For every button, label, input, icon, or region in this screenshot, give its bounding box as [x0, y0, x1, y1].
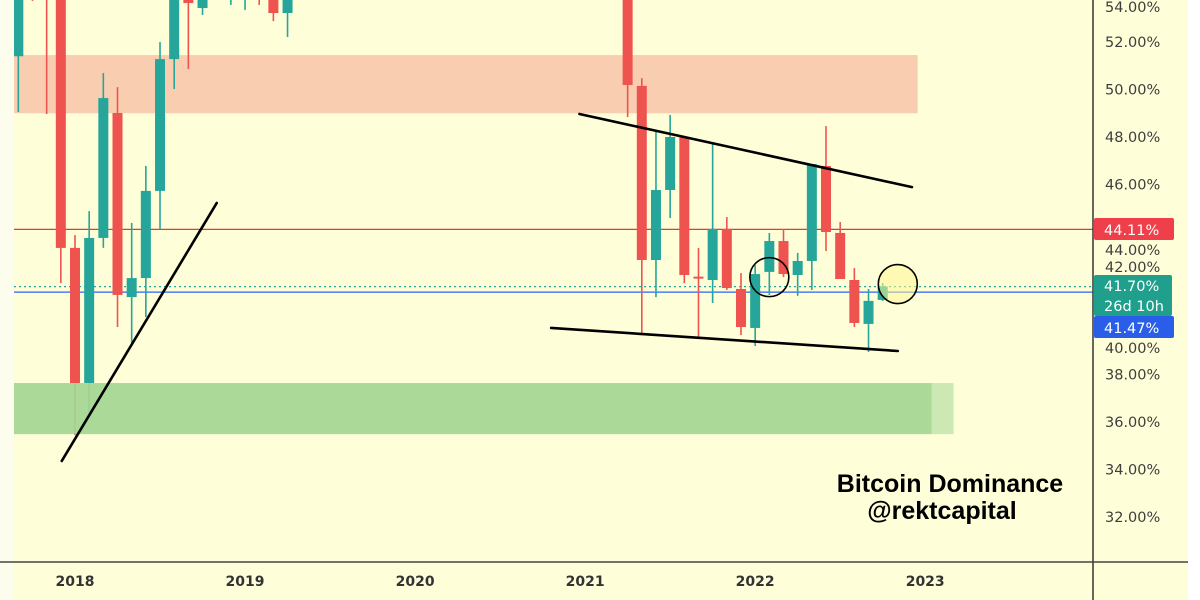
lower-wedge-trendline	[549, 326, 900, 353]
candle-down	[778, 241, 789, 275]
candle-down	[679, 137, 690, 275]
candle-down	[636, 85, 647, 261]
candles-layer	[14, 0, 888, 436]
candle-down	[183, 0, 194, 4]
candle-up	[650, 189, 661, 261]
candle-up	[282, 0, 293, 14]
candle-up	[665, 137, 676, 190]
support-ext-zone	[931, 383, 954, 435]
candle-up	[98, 98, 109, 238]
zones-layer	[14, 55, 918, 114]
support-zone-layer	[14, 383, 954, 435]
x-tick-label: 2019	[226, 574, 265, 590]
candle-down	[70, 247, 80, 384]
x-tick-label: 2020	[396, 574, 435, 590]
highlight-circle	[877, 263, 919, 305]
candle-down	[835, 232, 846, 280]
y-tick-label: 54.00%	[1105, 0, 1160, 16]
y-tick-label: 50.00%	[1105, 83, 1160, 99]
x-axis[interactable]: 2018 2019 2020 2021 2022 2023	[56, 574, 945, 590]
candle-up	[169, 0, 180, 60]
chart-subtitle: @rektcapital	[867, 497, 1016, 525]
candle-up	[764, 241, 775, 272]
candle-up	[750, 274, 761, 328]
candle-down	[112, 113, 123, 295]
candle-up	[197, 0, 208, 9]
red-line-badge: 44.11%	[1094, 218, 1174, 240]
y-tick-label: 52.00%	[1105, 35, 1160, 51]
y-tick-label: 44.00%	[1105, 243, 1160, 259]
candle-down	[268, 0, 279, 14]
y-tick-label: 40.00%	[1105, 341, 1160, 357]
y-tick-label: 38.00%	[1105, 368, 1160, 384]
x-tick-label: 2022	[736, 574, 775, 590]
candle-down	[55, 0, 66, 248]
candle-down	[849, 279, 860, 323]
candle-countdown: 26d 10h	[1104, 299, 1164, 315]
support-zone	[14, 383, 932, 435]
candle-up	[155, 59, 166, 191]
x-tick-label: 2018	[56, 574, 95, 590]
y-tick-label: 42.00%	[1105, 260, 1160, 276]
blue-line-badge: 41.47%	[1094, 316, 1174, 338]
candle-down	[693, 276, 704, 279]
upper-wedge-trendline	[578, 112, 914, 189]
drawings-layer	[60, 112, 919, 463]
current-price-label: 41.70%	[1104, 279, 1159, 295]
y-tick-label: 46.00%	[1105, 178, 1160, 194]
rising-support-trendline	[60, 201, 218, 463]
current-price-badge: 41.70% 26d 10h	[1094, 275, 1172, 316]
candle-up	[707, 228, 718, 280]
price-badges: 44.11% 41.70% 26d 10h 41.47%	[1094, 218, 1174, 338]
candle-up	[806, 164, 817, 261]
highlight-circle	[749, 256, 790, 298]
plot-area[interactable]	[4, 0, 1093, 463]
candle-up	[126, 278, 137, 298]
candle-up	[792, 260, 803, 275]
candle-down	[821, 165, 832, 232]
blue-line-label: 41.47%	[1104, 321, 1159, 337]
candle-down	[721, 228, 732, 289]
red-line-label: 44.11%	[1104, 223, 1159, 239]
y-axis[interactable]: 54.00% 52.00% 50.00% 48.00% 46.00% 44.00%42.0…	[1105, 0, 1160, 526]
x-tick-label: 2021	[566, 574, 605, 590]
candle-up	[140, 190, 151, 279]
y-tick-label: 32.00%	[1105, 510, 1160, 526]
candle-up	[863, 300, 874, 324]
left-margin	[0, 0, 14, 600]
chart-title: Bitcoin Dominance	[837, 470, 1064, 498]
resistance-zone	[14, 55, 918, 114]
y-tick-label: 36.00%	[1105, 415, 1160, 431]
x-tick-label: 2023	[906, 574, 945, 590]
y-tick-label: 34.00%	[1105, 463, 1160, 479]
candle-down	[622, 0, 633, 85]
candle-down	[735, 289, 746, 327]
candle-up	[84, 237, 95, 384]
candle-up	[14, 0, 24, 57]
y-tick-label: 48.00%	[1105, 130, 1160, 146]
